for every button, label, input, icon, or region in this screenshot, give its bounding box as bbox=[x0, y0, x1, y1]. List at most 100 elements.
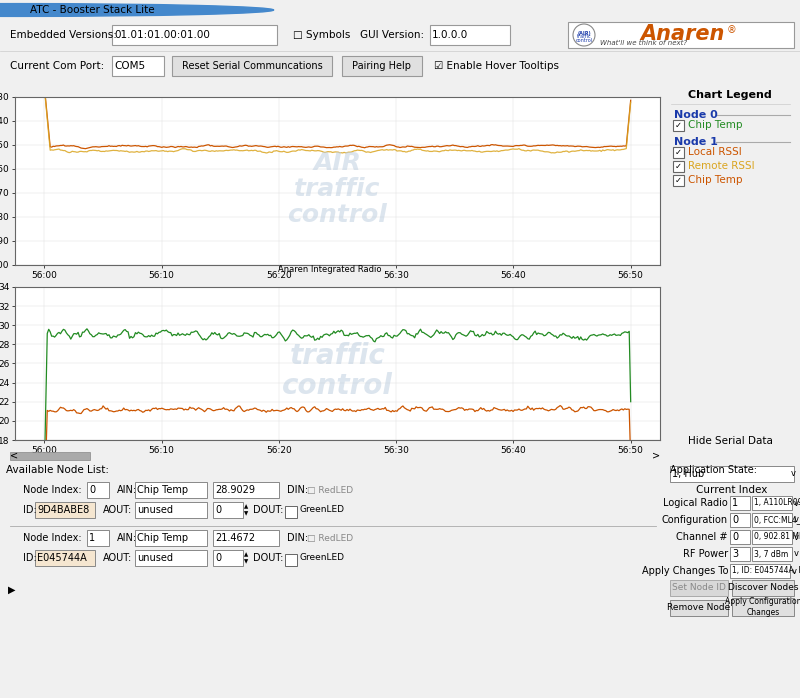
Circle shape bbox=[0, 3, 274, 16]
Bar bbox=[732, 598, 794, 616]
Text: 21.4672: 21.4672 bbox=[215, 533, 255, 543]
Text: 0: 0 bbox=[215, 553, 221, 563]
Text: Application State:: Application State: bbox=[670, 465, 757, 475]
Text: AIR
traffic
control: AIR traffic control bbox=[287, 151, 387, 228]
Text: >: > bbox=[652, 451, 660, 461]
Text: RF Power: RF Power bbox=[683, 549, 728, 559]
Bar bbox=[670, 600, 728, 616]
Text: ATC - Booster Stack Lite: ATC - Booster Stack Lite bbox=[30, 5, 155, 15]
Text: Pairing Help: Pairing Help bbox=[353, 61, 411, 71]
Text: Apply Changes To: Apply Changes To bbox=[642, 566, 728, 576]
Text: Reset Serial Communcations: Reset Serial Communcations bbox=[182, 61, 322, 71]
Bar bbox=[670, 580, 728, 596]
Text: Node Index:: Node Index: bbox=[23, 485, 82, 495]
Text: unused: unused bbox=[137, 553, 173, 563]
Text: Node Index:: Node Index: bbox=[23, 533, 82, 543]
Text: v: v bbox=[794, 533, 799, 542]
Bar bbox=[673, 161, 684, 172]
Text: ▲: ▲ bbox=[244, 505, 248, 510]
FancyBboxPatch shape bbox=[430, 25, 510, 45]
Text: 0, 902.81 MHz, 7 dBm  Max: 0, 902.81 MHz, 7 dBm Max bbox=[754, 533, 800, 542]
Text: 28.9029: 28.9029 bbox=[215, 485, 255, 495]
Text: AOUT:: AOUT: bbox=[103, 553, 132, 563]
Bar bbox=[87, 530, 109, 546]
Text: Remove Node: Remove Node bbox=[667, 604, 730, 613]
Bar bbox=[213, 482, 279, 498]
Bar bbox=[730, 564, 790, 578]
Text: ✓: ✓ bbox=[674, 148, 682, 157]
Text: 0: 0 bbox=[732, 515, 738, 525]
Text: ✓: ✓ bbox=[674, 176, 682, 185]
Text: AOUT:: AOUT: bbox=[103, 505, 132, 515]
Bar bbox=[673, 175, 684, 186]
Bar bbox=[732, 580, 794, 596]
Bar bbox=[673, 147, 684, 158]
Text: □ RedLED: □ RedLED bbox=[307, 533, 353, 542]
Text: DOUT:: DOUT: bbox=[253, 553, 283, 563]
FancyBboxPatch shape bbox=[172, 56, 332, 76]
Text: Available Node List:: Available Node List: bbox=[6, 465, 110, 475]
Text: 0, FCC:ML4_2FSK_1_2kB_237: 0, FCC:ML4_2FSK_1_2kB_237 bbox=[754, 516, 800, 524]
FancyBboxPatch shape bbox=[112, 56, 164, 76]
Text: Channel #: Channel # bbox=[677, 532, 728, 542]
Bar bbox=[135, 530, 207, 546]
Text: 1, Hub: 1, Hub bbox=[672, 469, 704, 479]
Text: 1: 1 bbox=[89, 533, 95, 543]
Bar bbox=[87, 482, 109, 498]
Text: Chip Temp: Chip Temp bbox=[688, 175, 742, 185]
Text: traffic: traffic bbox=[577, 34, 591, 40]
Text: AIN:: AIN: bbox=[117, 485, 137, 495]
Text: Chart Legend: Chart Legend bbox=[688, 90, 772, 100]
Text: GreenLED: GreenLED bbox=[300, 505, 345, 514]
Text: Embedded Versions:: Embedded Versions: bbox=[10, 30, 117, 40]
Text: DIN:: DIN: bbox=[287, 485, 308, 495]
Text: E045744A: E045744A bbox=[37, 553, 86, 563]
Text: ☑ Enable Hover Tooltips: ☑ Enable Hover Tooltips bbox=[434, 61, 559, 71]
Bar bbox=[213, 502, 243, 518]
Text: Current Com Port:: Current Com Port: bbox=[10, 61, 104, 71]
Text: Current Index: Current Index bbox=[696, 485, 768, 495]
Text: ▲: ▲ bbox=[244, 553, 248, 558]
Text: Remote RSSI: Remote RSSI bbox=[688, 161, 754, 171]
Text: ®: ® bbox=[727, 25, 737, 35]
Text: Set Node ID: Set Node ID bbox=[672, 584, 726, 593]
Bar bbox=[730, 496, 750, 510]
Bar bbox=[752, 513, 792, 527]
Text: ID:: ID: bbox=[23, 553, 37, 563]
Text: Anaren Integrated Radio: Anaren Integrated Radio bbox=[278, 265, 382, 274]
Text: □ RedLED: □ RedLED bbox=[307, 486, 353, 494]
Text: ▶: ▶ bbox=[8, 585, 15, 595]
Text: unused: unused bbox=[137, 505, 173, 515]
Text: v: v bbox=[792, 567, 797, 575]
FancyBboxPatch shape bbox=[342, 56, 422, 76]
Text: 9D4BABE8: 9D4BABE8 bbox=[37, 505, 90, 515]
Text: ▼: ▼ bbox=[244, 512, 248, 517]
Text: GUI Version:: GUI Version: bbox=[360, 30, 424, 40]
Text: DOUT:: DOUT: bbox=[253, 505, 283, 515]
Bar bbox=[35, 502, 95, 518]
Text: Chip Temp: Chip Temp bbox=[137, 485, 188, 495]
Text: 0: 0 bbox=[732, 532, 738, 542]
Bar bbox=[135, 482, 207, 498]
Text: v: v bbox=[791, 470, 796, 479]
Bar bbox=[673, 120, 684, 131]
Bar bbox=[10, 452, 90, 460]
Text: ID:: ID: bbox=[23, 505, 37, 515]
Text: traffic
control: traffic control bbox=[282, 342, 393, 400]
Bar bbox=[285, 554, 297, 566]
Text: 3, 7 dBm: 3, 7 dBm bbox=[754, 549, 788, 558]
FancyBboxPatch shape bbox=[112, 25, 277, 45]
Text: DIN:: DIN: bbox=[287, 533, 308, 543]
Bar bbox=[670, 466, 794, 482]
Text: v: v bbox=[794, 498, 799, 507]
Text: AIN:: AIN: bbox=[117, 533, 137, 543]
Bar bbox=[730, 547, 750, 561]
Text: (AIR): (AIR) bbox=[577, 31, 591, 36]
Bar bbox=[730, 530, 750, 544]
Bar bbox=[213, 550, 243, 566]
Text: Discover Nodes: Discover Nodes bbox=[728, 584, 798, 593]
Text: Node 0: Node 0 bbox=[674, 110, 718, 120]
Text: Chip Temp: Chip Temp bbox=[137, 533, 188, 543]
Text: 1: 1 bbox=[732, 498, 738, 508]
Text: control: control bbox=[575, 38, 593, 43]
